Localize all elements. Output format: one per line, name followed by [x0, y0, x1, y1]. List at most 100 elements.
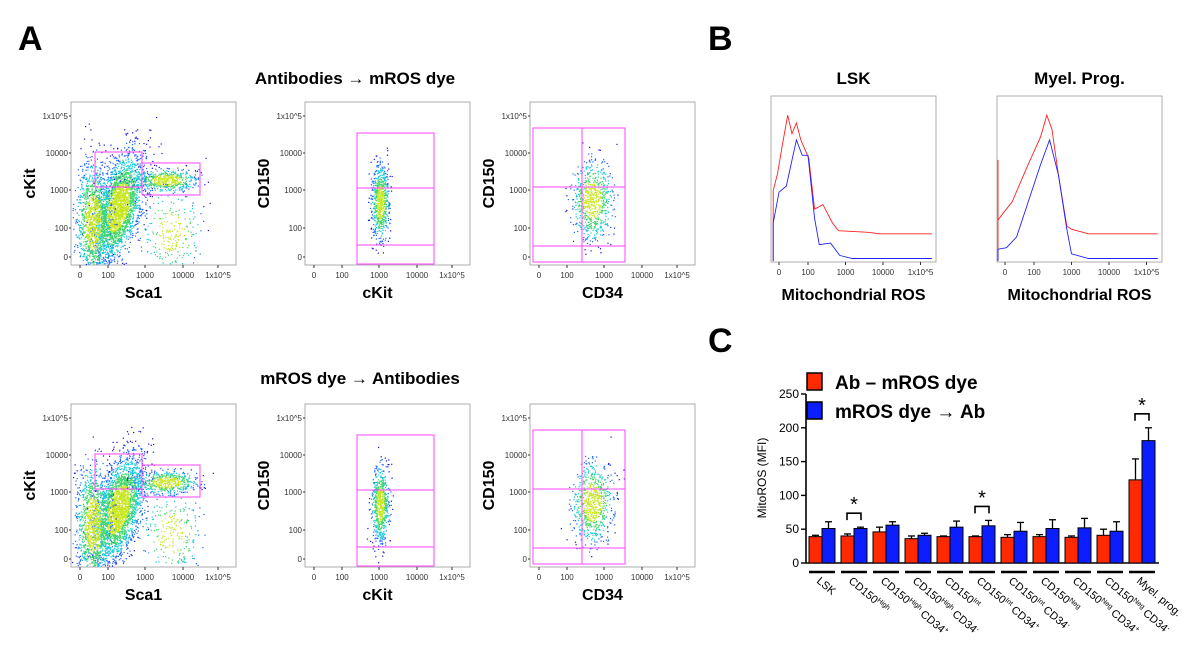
x-axis-label: Mitochondrial ROS — [1008, 287, 1152, 304]
x-tick-label: 1x10^5 — [1134, 268, 1160, 277]
category-main: CD150 — [846, 575, 880, 606]
histogram-curve — [997, 138, 1158, 261]
category-sup2: + — [942, 626, 950, 634]
y-tick-label: 10000 — [46, 149, 69, 158]
category-sup2: - — [974, 626, 981, 633]
x-tick-label: 0 — [1003, 268, 1008, 277]
y-tick-label: 100 — [514, 224, 528, 233]
x-tick-label: 100 — [101, 573, 115, 582]
y-tick-label: 150 — [779, 455, 799, 469]
x-tick-label: 0 — [78, 573, 83, 582]
bar — [917, 534, 932, 564]
y-tick-label: 1000 — [284, 488, 302, 497]
flow-plot: 0 100 1000 10000 1x10^5 0 100 1000 10000 1x10^5 Sc… — [22, 403, 237, 604]
legend-label-1: Ab – mROS dye — [835, 373, 978, 394]
bar — [904, 538, 919, 564]
bar — [968, 536, 983, 564]
histogram-title: LSK — [837, 69, 872, 88]
x-axis-label: Sca1 — [125, 285, 162, 302]
x-tick-label: 10000 — [172, 573, 195, 582]
row-title-2: mROS dye → Antibodies — [260, 369, 460, 388]
x-tick-label: 10000 — [172, 271, 195, 280]
bar — [821, 528, 836, 564]
y-tick-label: 1x10^5 — [501, 112, 527, 121]
category-sup: Int — [972, 597, 983, 607]
flow-plot: 0 100 1000 10000 1x10^5 0 100 1000 10000 1x10^5 Sc… — [22, 101, 237, 302]
bar — [1045, 528, 1060, 564]
gate-rect — [141, 464, 201, 498]
histogram-curve — [772, 138, 932, 261]
legend-label-2: mROS dye → Ab — [835, 402, 985, 423]
significance-star: * — [850, 494, 858, 516]
y-axis-label: cKit — [22, 168, 39, 199]
x-tick-label: 1000 — [595, 573, 613, 582]
category-sup2: + — [1033, 622, 1041, 630]
y-axis-label: CD150 — [256, 461, 273, 511]
y-axis-label: CD150 — [481, 159, 498, 209]
x-tick-label: 0 — [78, 271, 83, 280]
bar-chart: Ab – mROS dye mROS dye → Ab MitoROS (MFI… — [755, 372, 1183, 636]
x-tick-label: 10000 — [872, 268, 895, 277]
y-tick-label: 100 — [289, 224, 303, 233]
panel-label-c: C — [708, 322, 733, 360]
plot-frame — [996, 95, 1163, 263]
y-tick-label: 1000 — [50, 186, 68, 195]
x-tick-label: 1x10^5 — [205, 271, 231, 280]
x-tick-label: 10000 — [631, 271, 654, 280]
flow-plot: 0 100 1000 10000 1x10^5 0 100 1000 10000 1x10^5 CD… — [481, 101, 696, 302]
x-tick-label: 100 — [101, 271, 115, 280]
panel-label-b: B — [708, 20, 733, 58]
bar — [840, 535, 855, 564]
y-tick-label: 100 — [514, 526, 528, 535]
x-tick-label: 1000 — [837, 268, 855, 277]
gate-rect — [141, 162, 201, 196]
gate-rect — [356, 132, 435, 265]
y-tick-label: 1x10^5 — [42, 414, 68, 423]
category-sup2: - — [1165, 625, 1172, 632]
y-tick-label: 1000 — [50, 488, 68, 497]
x-tick-label: 0 — [537, 573, 542, 582]
bar — [1013, 530, 1028, 564]
flow-plot: 0 100 1000 10000 1x10^5 0 100 1000 10000 1x10^5 cK… — [256, 101, 471, 302]
x-axis-label: CD34 — [582, 285, 623, 302]
y-tick-label: 0 — [523, 253, 528, 262]
category-main: LSK — [814, 575, 838, 598]
x-tick-label: 1x10^5 — [439, 573, 465, 582]
x-tick-label: 10000 — [406, 271, 429, 280]
x-tick-label: 100 — [1027, 268, 1041, 277]
y-tick-label: 1x10^5 — [501, 414, 527, 423]
row-title-1: Antibodies → mROS dye — [255, 69, 455, 88]
y-tick-label: 0 — [792, 556, 799, 570]
x-tick-label: 0 — [312, 573, 317, 582]
category-sup: High — [876, 597, 892, 612]
y-tick-label: 100 — [55, 526, 69, 535]
bar — [1128, 479, 1143, 564]
legend-swatch-red — [806, 372, 823, 391]
bar — [1141, 440, 1156, 564]
y-tick-label: 10000 — [280, 149, 303, 158]
bar — [1032, 536, 1047, 564]
bar — [808, 536, 823, 564]
legend-swatch-blue — [806, 401, 823, 420]
x-axis-label: Mitochondrial ROS — [782, 287, 926, 304]
x-axis-label: cKit — [362, 285, 393, 302]
y-tick-label: 1x10^5 — [276, 414, 302, 423]
histogram-title: Myel. Prog. — [1034, 69, 1125, 88]
x-tick-label: 1000 — [370, 573, 388, 582]
x-tick-label: 10000 — [406, 573, 429, 582]
significance-star: * — [1138, 395, 1146, 417]
x-tick-label: 1x10^5 — [908, 268, 934, 277]
bar — [949, 526, 964, 564]
y-tick-label: 1000 — [509, 488, 527, 497]
significance-bracket — [846, 512, 862, 521]
y-axis-label: CD150 — [256, 159, 273, 209]
y-tick-label: 10000 — [505, 149, 528, 158]
bar — [1096, 534, 1111, 564]
category-sup2: + — [1133, 625, 1141, 633]
x-tick-label: 100 — [560, 271, 574, 280]
y-axis-label: CD150 — [481, 461, 498, 511]
x-tick-label: 100 — [560, 573, 574, 582]
category-sup: Int — [1036, 597, 1047, 607]
